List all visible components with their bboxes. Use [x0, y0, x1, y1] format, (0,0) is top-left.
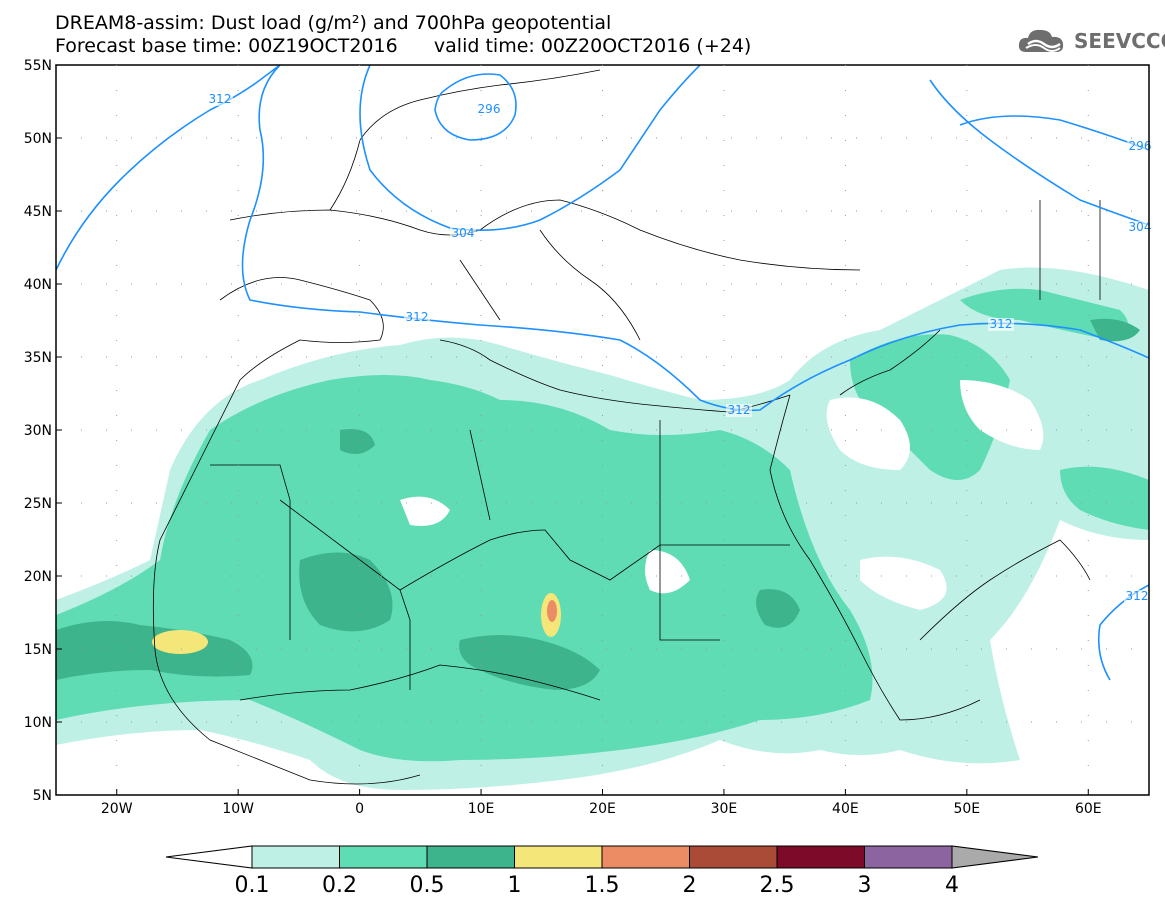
colorbar-segment	[776, 845, 865, 869]
colorbar-arrow-low	[165, 845, 253, 869]
dust-level-very-high	[547, 600, 557, 622]
contour-label-bg	[404, 311, 430, 324]
colorbar-label: 1.5	[585, 873, 620, 898]
lat-tick-label: 50N	[24, 131, 52, 147]
contour-label-bg	[207, 93, 233, 106]
colorbar-label: 0.1	[235, 873, 270, 898]
colorbar-segment	[601, 845, 690, 869]
longitude-axis: 20W 10W 0 10E 20E 30E 40E 50E 60E	[101, 789, 1102, 817]
lon-tick-label: 60E	[1075, 801, 1102, 817]
map-title: DREAM8-assim: Dust load (g/m²) and 700hP…	[55, 12, 612, 34]
colorbar-segment	[514, 845, 603, 869]
lon-tick-label: 40E	[832, 801, 859, 817]
colorbar-label: 2.5	[760, 873, 795, 898]
contour-label-bg	[1127, 140, 1153, 153]
colorbar-segment	[689, 845, 778, 869]
lon-tick-label: 10W	[222, 801, 254, 817]
lon-tick-label: 0	[355, 801, 364, 817]
contour-label: 296	[1129, 139, 1152, 153]
contour-label-bg	[476, 103, 502, 116]
lat-tick-label: 35N	[24, 350, 52, 366]
lat-tick-label: 40N	[24, 277, 52, 293]
dust-free-patches	[400, 380, 1044, 610]
lat-tick-label: 55N	[24, 58, 52, 74]
contour-label-bg	[1127, 221, 1153, 234]
logo-text: SEEVCCC	[1074, 29, 1165, 53]
colorbar-label: 0.5	[410, 873, 445, 898]
contour-label-bg	[988, 318, 1014, 331]
dust-load-field	[56, 65, 1149, 795]
contour-label-bg	[1124, 590, 1150, 603]
lat-tick-label: 5N	[33, 788, 52, 804]
latitude-axis: 55N 50N 45N 40N 35N 30N 25N 20N 15N 10N 5N	[24, 58, 62, 804]
seevccc-logo: SEEVCCC	[1016, 24, 1165, 58]
contour-label: 304	[1129, 220, 1152, 234]
lon-tick-label: 20W	[101, 801, 133, 817]
cloud-icon	[1018, 29, 1064, 52]
colorbar-label: 1	[508, 873, 522, 898]
lon-tick-label: 30E	[711, 801, 738, 817]
contour-label-bg	[726, 404, 752, 417]
lon-tick-label: 20E	[589, 801, 616, 817]
contour-label: 312	[1126, 589, 1149, 603]
dust-level-medium	[56, 288, 1149, 762]
lat-tick-label: 45N	[24, 204, 52, 220]
lon-tick-label: 10E	[468, 801, 495, 817]
contour-label-bg	[450, 227, 476, 240]
contour-labels: 312 296 304 312 312 312 304 312 296	[207, 92, 1153, 603]
lat-tick-label: 30N	[24, 423, 52, 439]
contour-label: 312	[406, 310, 429, 324]
lat-tick-label: 15N	[24, 642, 52, 658]
colorbar-segment	[339, 845, 428, 869]
colorbar-label: 2	[683, 873, 697, 898]
colorbar-segment	[251, 845, 340, 869]
colorbar-segment	[426, 845, 515, 869]
colorbar-arrow-high	[951, 845, 1039, 869]
colorbar-label: 3	[858, 873, 872, 898]
lat-tick-label: 25N	[24, 496, 52, 512]
colorbar: 0.1 0.2 0.5 1 1.5 2 2.5 3 4	[165, 845, 1039, 898]
lat-tick-label: 10N	[24, 715, 52, 731]
contour-label: 304	[452, 226, 475, 240]
forecast-time-subtitle: Forecast base time: 00Z19OCT2016 valid t…	[55, 35, 752, 57]
contour-label: 312	[209, 92, 232, 106]
colorbar-segment	[864, 845, 953, 869]
colorbar-label: 4	[945, 873, 959, 898]
geopotential-contours	[56, 65, 1149, 681]
coastlines-and-borders	[152, 69, 1101, 785]
contour-label: 312	[990, 317, 1013, 331]
contour-label: 312	[728, 403, 751, 417]
lat-tick-label: 20N	[24, 569, 52, 585]
colorbar-label: 0.2	[322, 873, 357, 898]
contour-label: 296	[478, 102, 501, 116]
lon-tick-label: 50E	[953, 801, 980, 817]
